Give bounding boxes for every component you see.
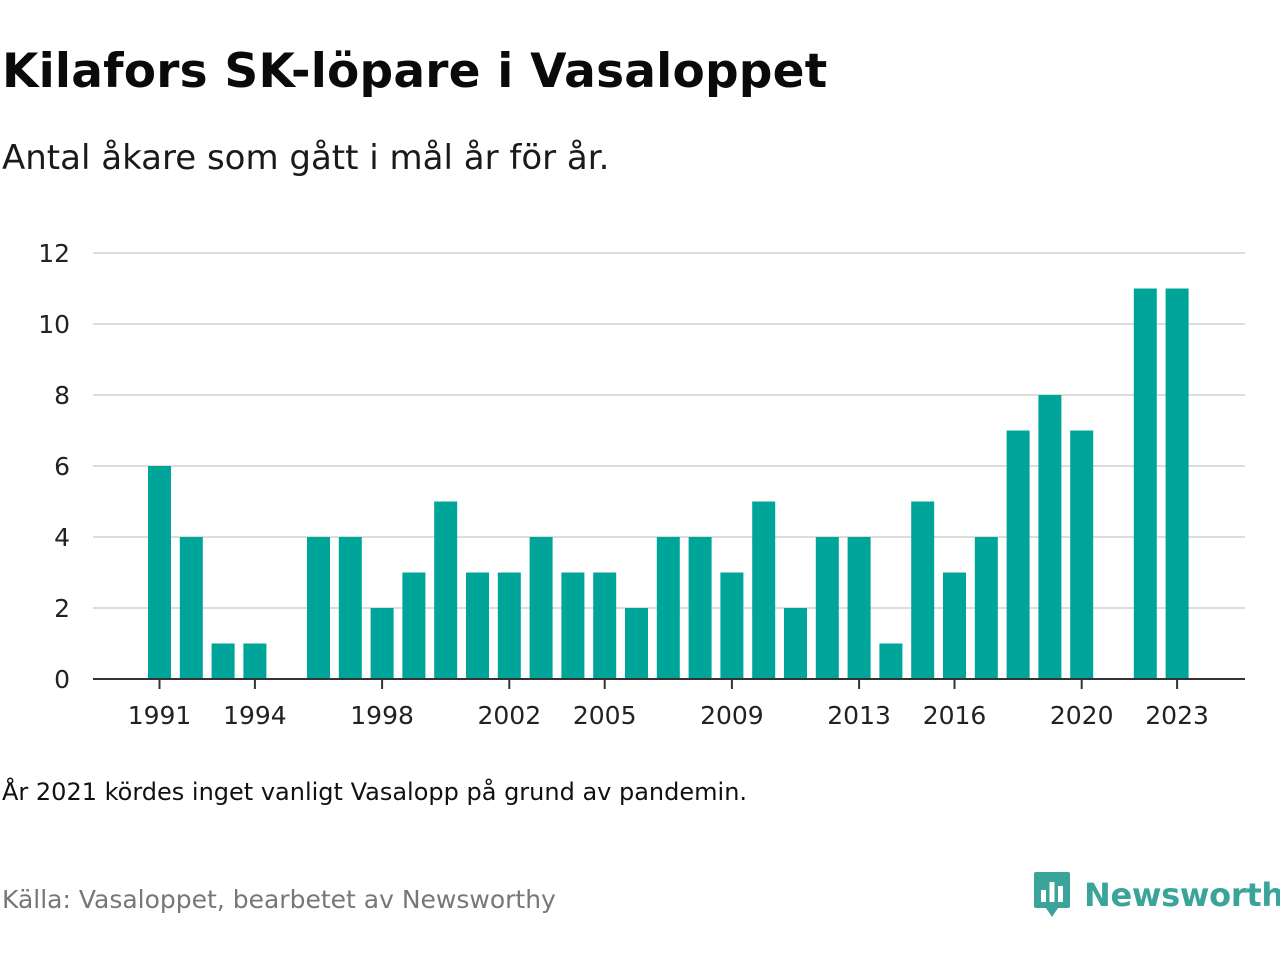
bar-1991	[148, 466, 171, 679]
chart-subtitle: Antal åkare som gått i mål år för år.	[2, 138, 610, 178]
x-tick-label: 2013	[827, 701, 891, 730]
bar-2011	[784, 608, 807, 679]
x-tick-label: 1991	[128, 701, 192, 730]
bar-2020	[1070, 430, 1094, 679]
x-tick-label: 2005	[573, 701, 637, 730]
y-tick-label: 6	[54, 452, 70, 481]
x-tick-label: 2023	[1145, 701, 1209, 730]
bar-2009	[720, 572, 744, 679]
newsworthy-logo-icon	[1034, 872, 1070, 917]
bar-2001	[466, 572, 489, 679]
bar-chart: 0 2 4 6 8 10 12 1991 1994 1998 2002 2005 2009 2013 20…	[38, 239, 1245, 730]
bar-2017	[974, 537, 998, 679]
bar-2019	[1038, 395, 1062, 679]
bars	[148, 288, 1189, 679]
brand-logo: Newsworthy	[1032, 870, 1280, 920]
bar-2014	[879, 643, 903, 679]
bar-2023	[1165, 288, 1189, 679]
brand-name: Newsworthy	[1084, 876, 1280, 914]
bar-2016	[943, 572, 966, 679]
bar-1998	[370, 608, 394, 679]
bar-1997	[338, 537, 362, 679]
bar-2003	[529, 537, 553, 679]
bar-2005	[593, 572, 617, 679]
bar-1992	[179, 537, 203, 679]
bar-2006	[625, 608, 648, 679]
bar-2010	[752, 501, 776, 679]
x-axis-labels: 1991 1994 1998 2002 2005 2009 2013 2016 2020 2023	[128, 679, 1209, 730]
source-text: Källa: Vasaloppet, bearbetet av Newswort…	[2, 885, 556, 914]
x-tick-label: 1994	[223, 701, 287, 730]
bar-1994	[243, 643, 267, 679]
bar-2013	[847, 537, 871, 679]
chart-title: Kilafors SK-löpare i Vasaloppet	[2, 44, 828, 99]
x-tick-label: 2009	[700, 701, 764, 730]
bar-2000	[434, 501, 458, 679]
bar-2022	[1133, 288, 1157, 679]
bar-2007	[656, 537, 680, 679]
y-tick-label: 0	[54, 665, 70, 694]
bar-2015	[911, 501, 935, 679]
y-axis-labels: 0 2 4 6 8 10 12	[38, 239, 70, 694]
bar-2002	[497, 572, 521, 679]
bar-2004	[561, 572, 585, 679]
bar-1993	[211, 643, 235, 679]
y-tick-label: 8	[54, 381, 70, 410]
bar-2008	[688, 537, 712, 679]
x-tick-label: 2002	[477, 701, 541, 730]
y-tick-label: 12	[38, 239, 70, 268]
bar-1999	[402, 572, 426, 679]
bar-2012	[815, 537, 839, 679]
bar-2018	[1006, 430, 1030, 679]
y-tick-label: 10	[38, 310, 70, 339]
y-tick-label: 2	[54, 594, 70, 623]
x-tick-label: 1998	[350, 701, 414, 730]
y-tick-label: 4	[54, 523, 70, 552]
bar-1996	[307, 537, 330, 679]
footnote: År 2021 kördes inget vanligt Vasalopp på…	[2, 778, 748, 806]
x-tick-label: 2020	[1050, 701, 1114, 730]
x-tick-label: 2016	[923, 701, 987, 730]
